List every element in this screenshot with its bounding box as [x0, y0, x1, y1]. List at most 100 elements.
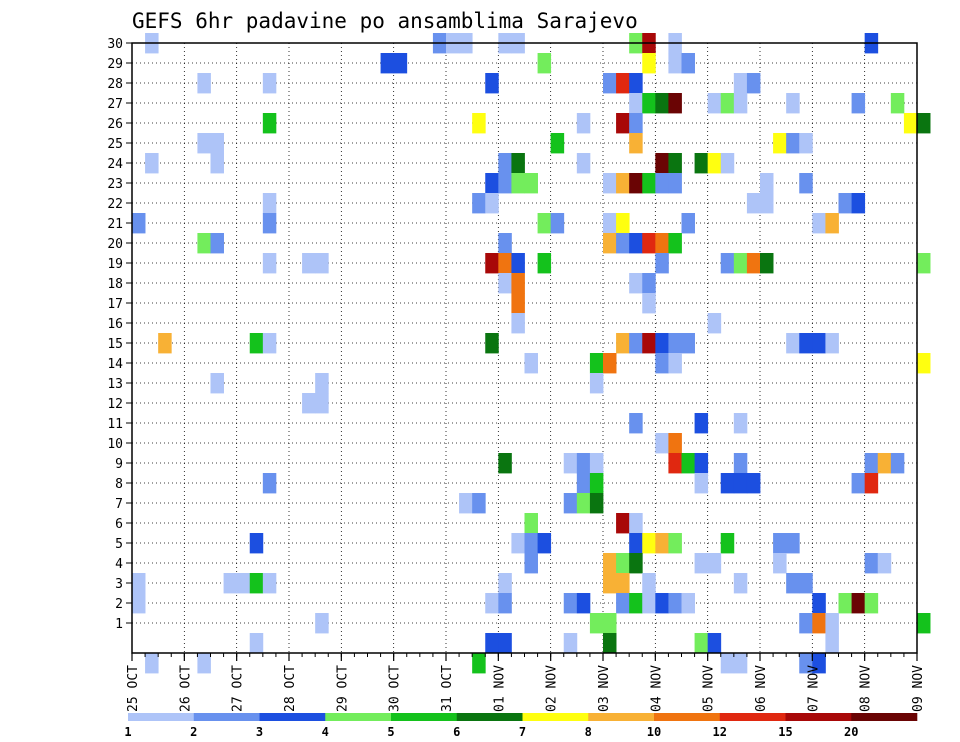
- heatmap-cell: [132, 573, 146, 594]
- y-tick-label: 11: [107, 417, 123, 432]
- heatmap-cell: [655, 173, 669, 194]
- heatmap-cell: [707, 93, 722, 114]
- heatmap-cell: [616, 173, 630, 194]
- y-tick-label: 18: [107, 277, 123, 292]
- y-tick-label: 20: [107, 237, 123, 252]
- x-tick-label: 07 NOV: [806, 665, 821, 712]
- heatmap-cell: [563, 453, 578, 474]
- y-tick-label: 13: [107, 377, 123, 392]
- heatmap-cell: [589, 353, 604, 374]
- heatmap-cell: [616, 513, 630, 534]
- heatmap-cell: [262, 253, 277, 274]
- heatmap-cell: [733, 453, 748, 474]
- heatmap-cell: [864, 453, 879, 474]
- x-tick-label: 29 OCT: [335, 665, 350, 712]
- heatmap-cell: [524, 533, 538, 554]
- heatmap-cell: [616, 553, 630, 574]
- heatmap-cell: [668, 353, 682, 374]
- legend-swatch: [654, 713, 721, 721]
- heatmap-cell: [903, 113, 918, 134]
- heatmap-cell: [851, 473, 866, 494]
- heatmap-cell: [485, 633, 499, 654]
- y-tick-label: 7: [115, 497, 123, 512]
- heatmap-cell: [197, 233, 211, 254]
- x-tick-label: 06 NOV: [754, 665, 769, 712]
- heatmap-cell: [262, 213, 277, 234]
- heatmap-cell: [707, 313, 722, 334]
- heatmap-cell: [563, 593, 578, 614]
- heatmap-cell: [210, 153, 224, 174]
- heatmap-cell: [249, 333, 264, 354]
- heatmap-cell: [315, 253, 329, 274]
- heatmap-cell: [616, 213, 630, 234]
- legend-swatch: [522, 713, 589, 721]
- heatmap-cell: [760, 253, 774, 274]
- heatmap-cell: [132, 213, 146, 234]
- heatmap-cell: [655, 593, 669, 614]
- y-tick-label: 9: [115, 457, 123, 472]
- heatmap-cell: [524, 513, 538, 534]
- heatmap-cell: [694, 413, 709, 434]
- color-legend: 1 2 3 4 5 6 7 8 10 12 15 20: [124, 713, 918, 739]
- heatmap-cell: [681, 453, 695, 474]
- heatmap-cell: [629, 553, 643, 574]
- heatmap-cell: [668, 333, 682, 354]
- heatmap-cell: [668, 233, 682, 254]
- legend-label: 1: [124, 725, 131, 739]
- y-tick-label: 23: [107, 177, 123, 192]
- heatmap-cell: [472, 653, 486, 674]
- heatmap-cell: [707, 153, 722, 174]
- heatmap-cell: [655, 333, 669, 354]
- heatmap-cell: [603, 553, 617, 574]
- heatmap-cell: [550, 133, 565, 154]
- heatmap-cell: [302, 393, 316, 414]
- heatmap-cell: [537, 53, 552, 74]
- heatmap-cell: [249, 633, 264, 654]
- legend-label: 5: [387, 725, 394, 739]
- heatmap-cell: [668, 93, 682, 114]
- heatmap-cell: [498, 153, 512, 174]
- x-tick-label: 01 NOV: [492, 665, 507, 712]
- heatmap-cell: [642, 293, 656, 314]
- y-tick-label: 1: [115, 617, 123, 632]
- heatmap-cell: [733, 473, 748, 494]
- heatmap-cell: [773, 533, 787, 554]
- heatmap-cell: [262, 473, 277, 494]
- heatmap-cell: [655, 93, 669, 114]
- heatmap-cell: [694, 633, 709, 654]
- heatmap-cell: [799, 333, 813, 354]
- heatmap-cell: [917, 613, 931, 634]
- y-tick-label: 27: [107, 97, 123, 112]
- heatmap-cell: [720, 653, 735, 674]
- heatmap-cell: [668, 433, 682, 454]
- heatmap-cell: [655, 253, 669, 274]
- heatmap-cell: [576, 153, 591, 174]
- heatmap-cell: [236, 573, 251, 594]
- y-tick-label: 16: [107, 317, 123, 332]
- y-axis: 1234567891011121314151617181920212223242…: [107, 37, 132, 632]
- heatmap-cell: [851, 93, 866, 114]
- heatmap-cell: [485, 73, 499, 94]
- heatmap-cell: [668, 153, 682, 174]
- heatmap-cell: [786, 133, 800, 154]
- heatmap-cell: [642, 173, 656, 194]
- heatmap-cell: [629, 413, 643, 434]
- y-tick-label: 4: [115, 557, 123, 572]
- heatmap-cell: [629, 93, 643, 114]
- heatmap-cell: [576, 473, 591, 494]
- heatmap-cell: [720, 473, 735, 494]
- heatmap-cell: [210, 373, 224, 394]
- heatmap-cell: [459, 493, 473, 514]
- heatmap-cell: [799, 573, 813, 594]
- heatmap-cell: [825, 333, 839, 354]
- heatmap-cell: [668, 453, 682, 474]
- heatmap-cell: [733, 73, 748, 94]
- heatmap-cell: [262, 73, 277, 94]
- heatmap-cell: [733, 413, 748, 434]
- heatmap-cell: [733, 573, 748, 594]
- heatmap-cell: [145, 153, 159, 174]
- x-tick-label: 30 OCT: [388, 665, 403, 712]
- heatmap-cell: [629, 533, 643, 554]
- heatmap-cell: [681, 213, 695, 234]
- heatmap-cell: [760, 193, 774, 214]
